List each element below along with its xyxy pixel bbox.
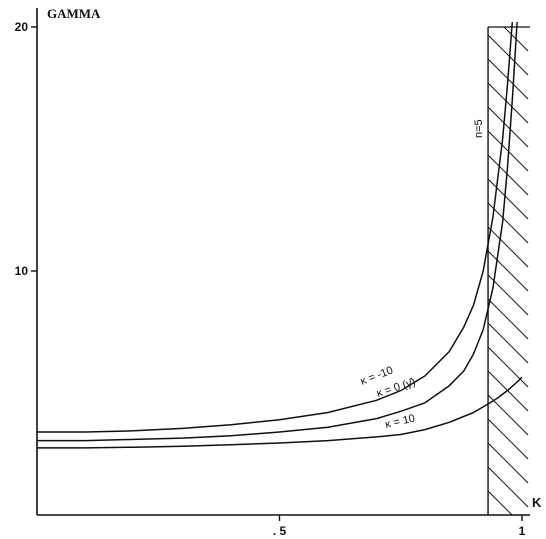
- hatch-line: [488, 250, 529, 292]
- hatch-line: [488, 418, 529, 460]
- curve-series-1: [37, 22, 518, 442]
- x-tick-label-0: . 5: [273, 524, 287, 538]
- hatch-line: [488, 106, 529, 148]
- curve-series-0: [37, 22, 514, 433]
- hatch-line: [488, 322, 529, 364]
- curve-series-2: [37, 376, 523, 449]
- hatch-line: [488, 346, 529, 388]
- x-tick-label-1: 1: [519, 524, 526, 538]
- hatch-line: [488, 226, 529, 268]
- hatch-line: [488, 298, 529, 340]
- hatch-line: [488, 82, 529, 124]
- shaded-region-label: n=5: [473, 119, 485, 138]
- curves: [37, 22, 523, 449]
- hatch-line: [488, 274, 529, 316]
- hatch-line: [488, 466, 529, 508]
- hatch-line: [488, 442, 529, 484]
- hatch-line: [488, 394, 529, 436]
- hatch-line: [488, 490, 513, 515]
- axis-ticks: . 5 1 10 20: [15, 20, 526, 538]
- y-axis-title: GAMMA: [47, 6, 101, 21]
- hatch-line: [527, 27, 529, 28]
- excluded-region-n5: [487, 26, 530, 515]
- hatch-line: [488, 34, 529, 76]
- hatch-line: [503, 27, 529, 52]
- excluded-region-hatching: [488, 27, 529, 515]
- y-tick-label-1: 20: [15, 20, 29, 34]
- hatch-line: [488, 178, 529, 220]
- x-axis-title: K: [532, 495, 542, 510]
- y-tick-label-0: 10: [15, 264, 29, 278]
- hatch-line: [488, 154, 529, 196]
- hatch-line: [488, 202, 529, 244]
